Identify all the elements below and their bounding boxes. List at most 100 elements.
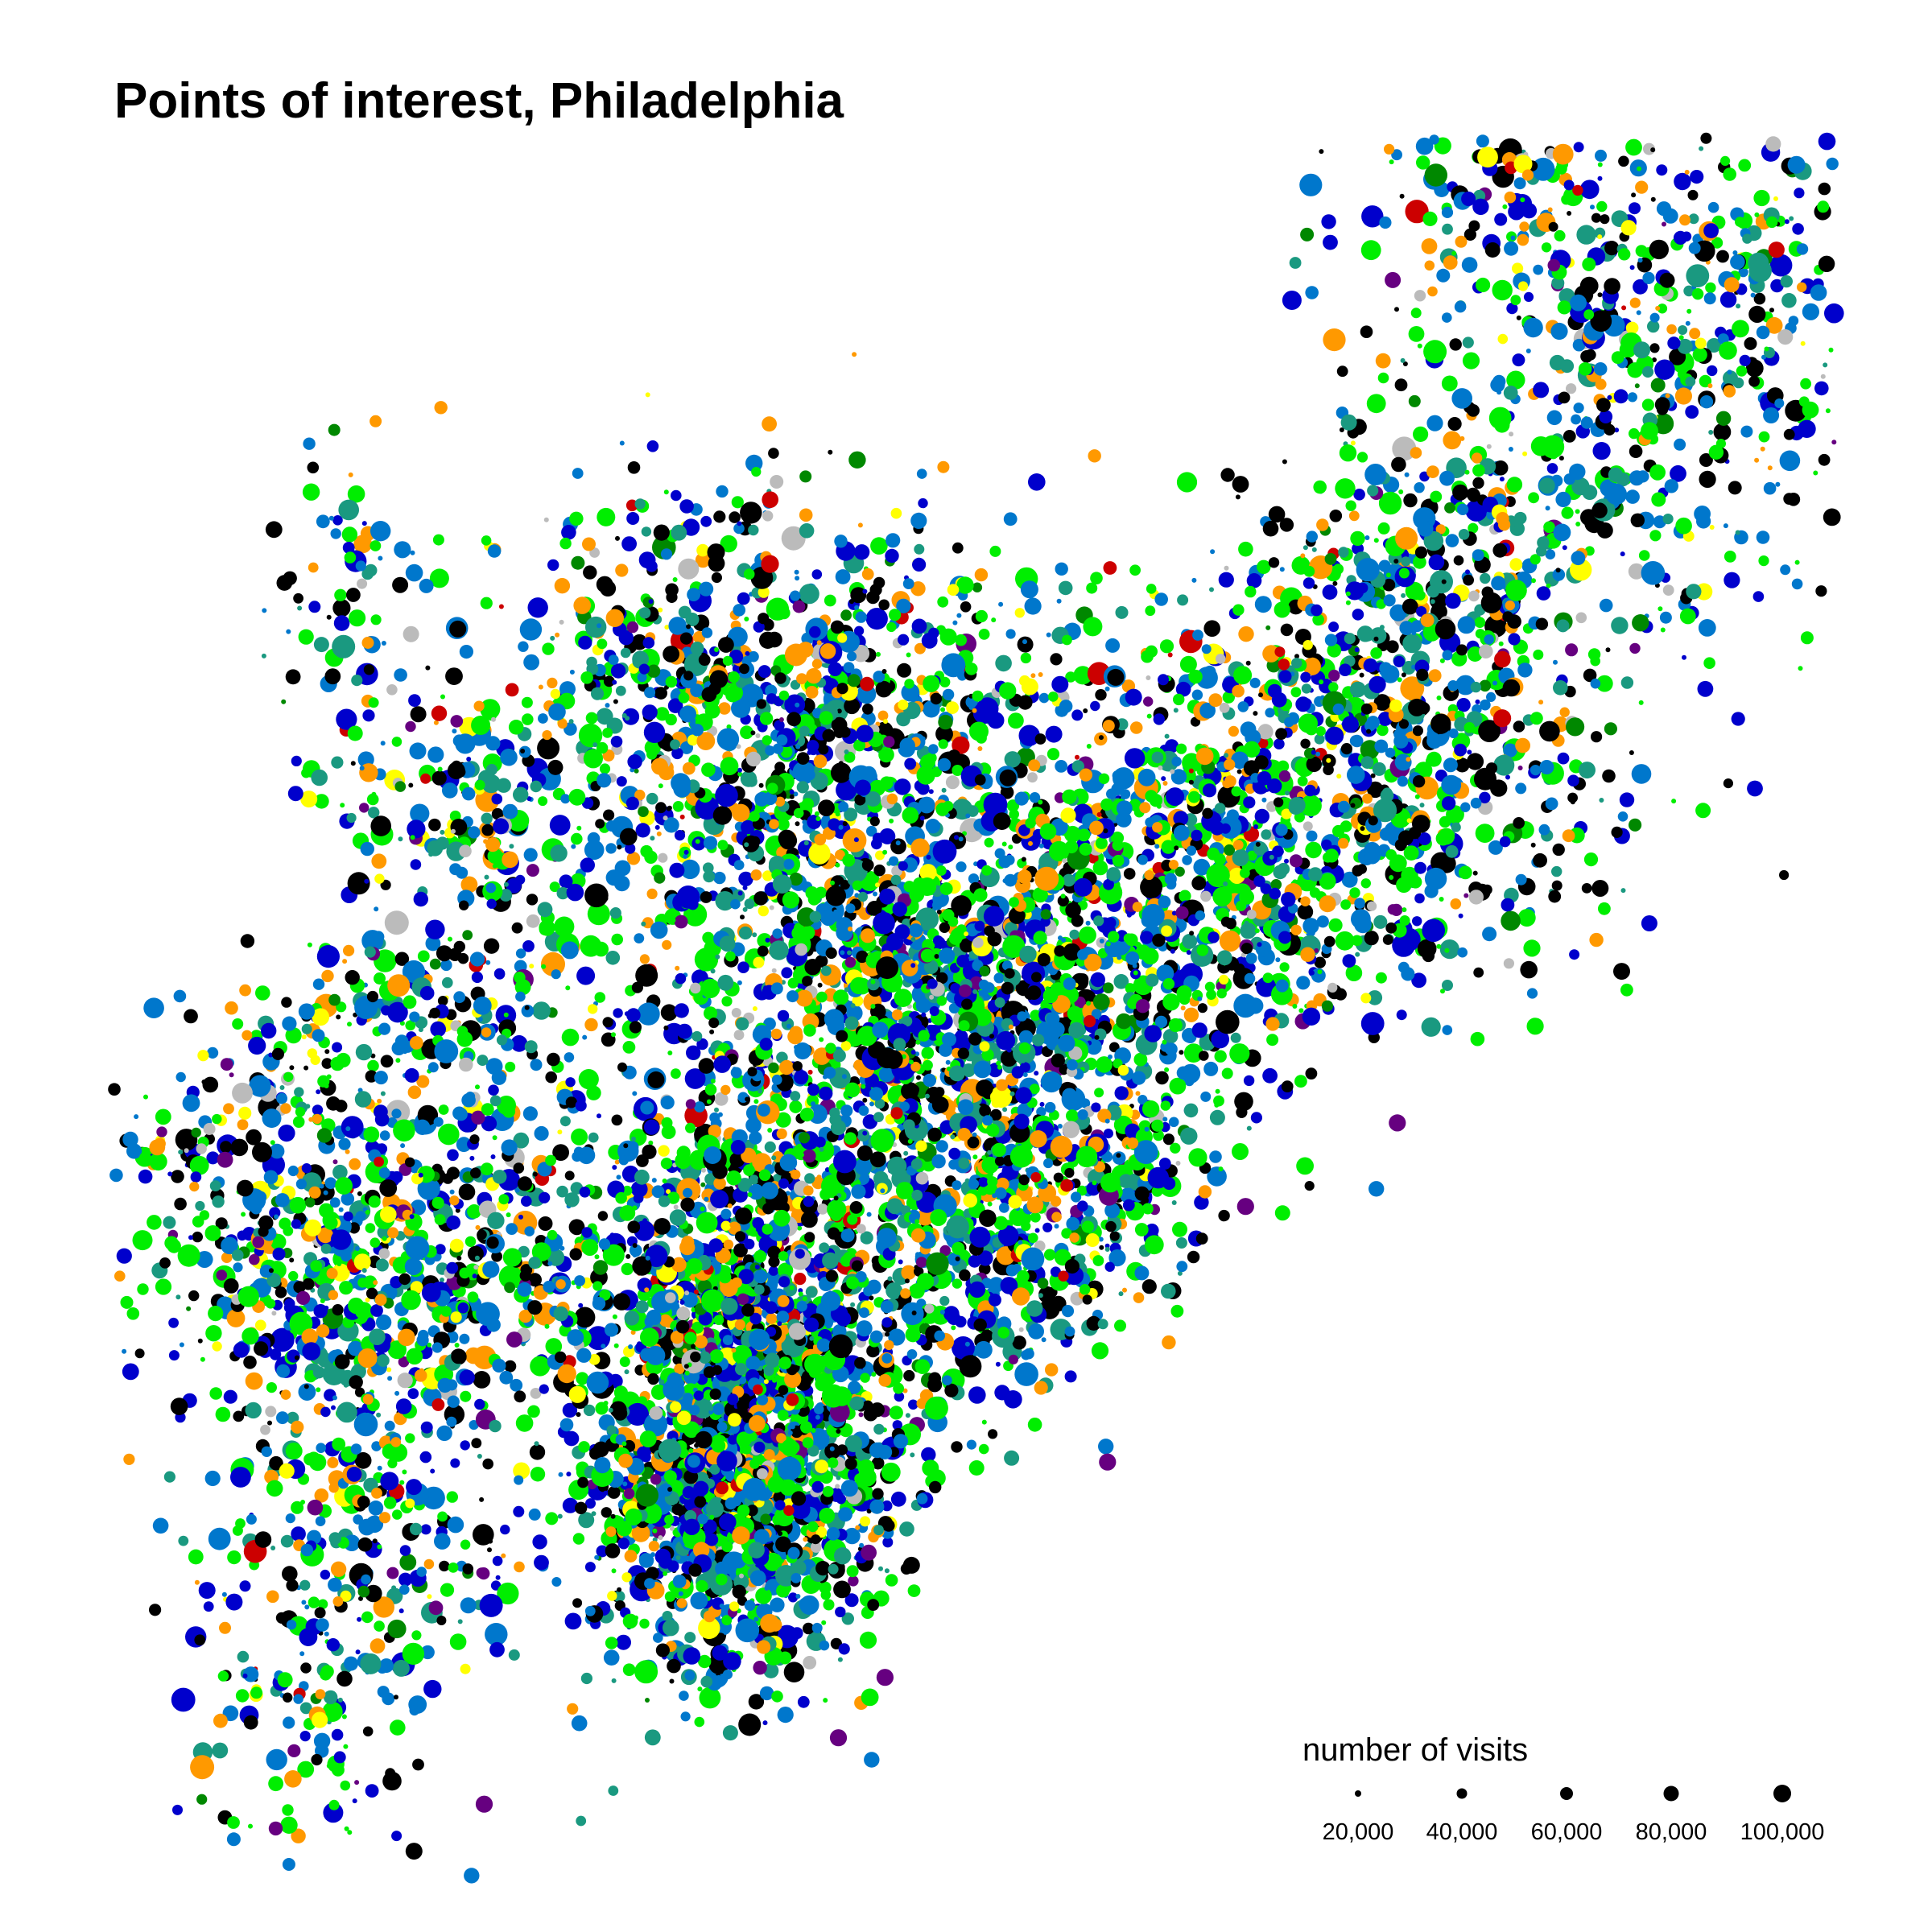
poi-point	[799, 1597, 812, 1612]
poi-point	[762, 1720, 768, 1726]
poi-point	[890, 1491, 906, 1507]
poi-point	[576, 1815, 587, 1827]
poi-point	[716, 1573, 728, 1586]
poi-point	[791, 1627, 803, 1640]
poi-point	[584, 1018, 598, 1032]
poi-point	[788, 1323, 807, 1340]
poi-point	[1055, 562, 1068, 576]
poi-point	[1022, 639, 1027, 645]
poi-point	[861, 859, 874, 871]
poi-point	[804, 1232, 815, 1243]
poi-point	[605, 703, 610, 708]
poi-point	[861, 1544, 877, 1561]
poi-point	[571, 1715, 588, 1732]
poi-point	[654, 1387, 666, 1399]
poi-point	[686, 1045, 701, 1061]
poi-point	[717, 1112, 723, 1117]
poi-point	[1090, 700, 1100, 712]
poi-point	[753, 1269, 768, 1284]
poi-point	[694, 1101, 705, 1113]
poi-point	[844, 987, 849, 993]
poi-point	[673, 1204, 679, 1210]
poi-point	[796, 673, 807, 684]
poi-point	[532, 1534, 547, 1550]
poi-point	[945, 775, 960, 790]
poi-point	[684, 1290, 690, 1296]
poi-point	[993, 972, 1005, 984]
poi-point	[977, 1185, 989, 1196]
poi-point	[749, 1570, 766, 1587]
poi-point	[804, 1353, 826, 1376]
poi-point	[915, 997, 931, 1013]
poi-point	[902, 1388, 908, 1393]
poi-point	[893, 1382, 904, 1394]
poi-point	[840, 1041, 852, 1051]
poi-point	[759, 1038, 773, 1051]
poi-point	[860, 1373, 870, 1383]
poi-point	[698, 1058, 715, 1074]
poi-point	[658, 1555, 673, 1569]
poi-point	[720, 1208, 732, 1220]
poi-point	[757, 1104, 770, 1117]
poi-point	[567, 1703, 579, 1715]
poi-point	[831, 762, 852, 783]
poi-point	[884, 1340, 894, 1351]
poi-point	[915, 1039, 921, 1045]
poi-point	[861, 1688, 879, 1707]
poi-point	[683, 849, 689, 855]
poi-point	[737, 1293, 749, 1306]
poi-point	[842, 821, 848, 827]
poi-point	[904, 679, 914, 689]
poi-point	[739, 926, 753, 940]
poi-point	[1014, 608, 1026, 618]
poi-point	[745, 1096, 750, 1102]
poi-point	[799, 508, 813, 522]
poi-point	[850, 1003, 856, 1009]
poi-point	[777, 818, 790, 831]
poi-point	[935, 1140, 948, 1153]
poi-point	[758, 905, 769, 917]
poi-point	[869, 1295, 874, 1301]
poi-point	[836, 1429, 841, 1434]
poi-point	[729, 1601, 740, 1612]
poi-point	[745, 1356, 761, 1371]
poi-point	[738, 1713, 762, 1736]
poi-point	[918, 497, 928, 509]
poi-point	[869, 584, 882, 597]
poi-point	[823, 1698, 828, 1703]
poi-point	[891, 1009, 903, 1021]
poi-point	[911, 1311, 917, 1315]
poi-point	[824, 594, 836, 607]
poi-point	[811, 1480, 824, 1493]
poi-point	[720, 1084, 731, 1096]
poi-point	[727, 1413, 741, 1427]
poi-point	[903, 1150, 909, 1156]
poi-point	[763, 1662, 779, 1678]
poi-point	[505, 683, 519, 697]
poi-point	[939, 1295, 950, 1307]
poi-point	[693, 1289, 699, 1294]
poi-point	[1019, 945, 1037, 964]
poi-point	[1033, 931, 1047, 945]
poi-point	[777, 1009, 790, 1022]
poi-point	[878, 1373, 892, 1387]
poi-point	[625, 1508, 642, 1525]
poi-point	[713, 871, 726, 885]
poi-point	[639, 1430, 657, 1447]
poi-point	[803, 1537, 808, 1542]
poi-point	[787, 1029, 803, 1045]
poi-point	[872, 1022, 889, 1038]
poi-point	[764, 1585, 770, 1591]
poi-point	[617, 1587, 622, 1592]
poi-point	[1170, 1304, 1184, 1318]
poi-point	[847, 950, 852, 956]
poi-point	[652, 1528, 658, 1534]
poi-point	[804, 959, 821, 976]
poi-point	[778, 1262, 794, 1278]
poi-point	[790, 1091, 801, 1102]
poi-point	[828, 1334, 853, 1359]
poi-point	[816, 991, 828, 1003]
poi-point	[709, 1029, 715, 1034]
poi-point	[819, 1640, 830, 1651]
poi-point	[689, 1405, 700, 1416]
